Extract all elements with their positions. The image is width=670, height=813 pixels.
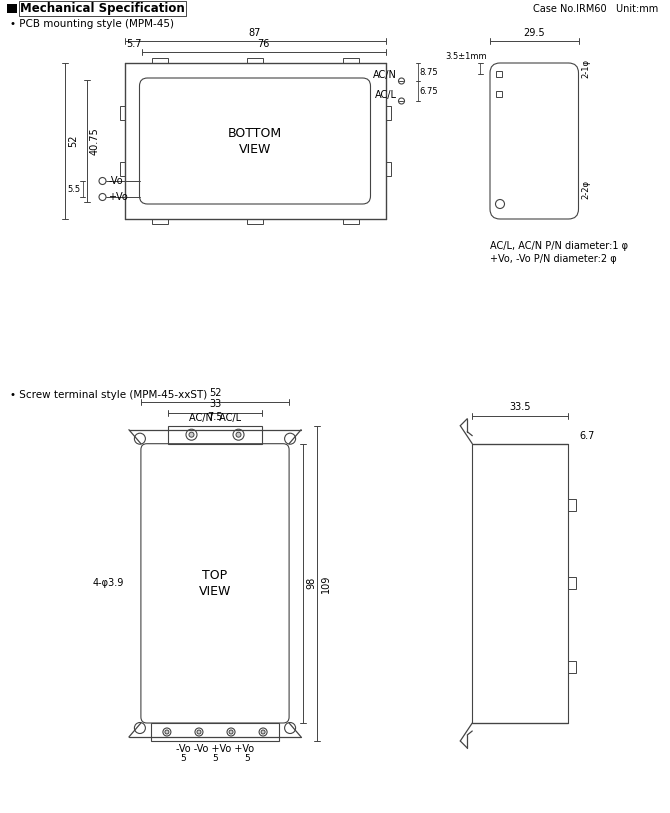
Circle shape [229, 730, 233, 734]
Text: 5: 5 [180, 754, 186, 763]
Bar [151, 723, 279, 741]
Text: • Screw terminal style (MPM-45-xxST): • Screw terminal style (MPM-45-xxST) [10, 390, 207, 400]
Text: +Vo: +Vo [109, 192, 128, 202]
Text: 52: 52 [68, 135, 78, 147]
Text: 5: 5 [212, 754, 218, 763]
Text: AC/L: AC/L [375, 90, 397, 100]
Text: 8.75: 8.75 [419, 67, 438, 76]
Text: 6.75: 6.75 [419, 86, 438, 95]
Bar [119, 162, 125, 176]
Bar [151, 58, 168, 63]
Text: 5.5: 5.5 [68, 185, 80, 193]
Bar [496, 71, 502, 76]
Text: Case No.IRM60   Unit:mm: Case No.IRM60 Unit:mm [533, 3, 658, 14]
Bar [247, 219, 263, 224]
Text: VIEW: VIEW [239, 142, 271, 155]
Text: 98: 98 [307, 577, 317, 589]
Text: 76: 76 [257, 38, 270, 49]
Text: • PCB mounting style (MPM-45): • PCB mounting style (MPM-45) [10, 19, 174, 29]
Text: +Vo, -Vo P/N diameter:2 φ: +Vo, -Vo P/N diameter:2 φ [490, 254, 617, 264]
Text: 6.7: 6.7 [580, 431, 595, 441]
Bar [567, 577, 576, 589]
Text: BOTTOM: BOTTOM [228, 127, 282, 140]
Text: Mechanical Specification: Mechanical Specification [20, 2, 185, 15]
Bar [567, 499, 576, 511]
Circle shape [236, 433, 241, 437]
Text: -Vo -Vo +Vo +Vo: -Vo -Vo +Vo +Vo [176, 744, 254, 754]
Bar [385, 162, 391, 176]
Text: 40.75: 40.75 [90, 127, 100, 154]
Circle shape [165, 730, 169, 734]
Bar [119, 106, 125, 120]
Text: 2-2φ: 2-2φ [582, 180, 590, 198]
Text: 109: 109 [321, 574, 330, 593]
Text: -Vo: -Vo [109, 176, 123, 186]
Bar [385, 106, 391, 120]
Bar [247, 58, 263, 63]
Text: AC/N  AC/L: AC/N AC/L [189, 413, 241, 423]
Bar [342, 58, 358, 63]
Text: 33: 33 [209, 399, 221, 409]
Text: VIEW: VIEW [199, 585, 231, 598]
Bar [151, 219, 168, 224]
Text: 4-φ3.9: 4-φ3.9 [92, 578, 124, 589]
Text: 5: 5 [244, 754, 250, 763]
Bar [472, 444, 567, 723]
Bar [168, 426, 262, 444]
Text: AC/N: AC/N [373, 70, 397, 80]
Text: 33.5: 33.5 [509, 402, 531, 412]
Circle shape [197, 730, 201, 734]
Circle shape [261, 730, 265, 734]
Bar [496, 91, 502, 97]
Bar [567, 661, 576, 673]
Text: 7.5: 7.5 [207, 411, 222, 422]
Text: TOP: TOP [202, 569, 228, 582]
Text: 52: 52 [209, 388, 221, 398]
Text: 3.5±1mm: 3.5±1mm [446, 52, 487, 61]
Circle shape [189, 433, 194, 437]
Text: 29.5: 29.5 [523, 28, 545, 37]
Text: 5.7: 5.7 [127, 39, 142, 49]
Text: 2-1φ: 2-1φ [582, 59, 590, 78]
Text: 87: 87 [249, 28, 261, 37]
Text: AC/L, AC/N P/N diameter:1 φ: AC/L, AC/N P/N diameter:1 φ [490, 241, 628, 251]
Bar [7, 4, 17, 13]
Bar [342, 219, 358, 224]
